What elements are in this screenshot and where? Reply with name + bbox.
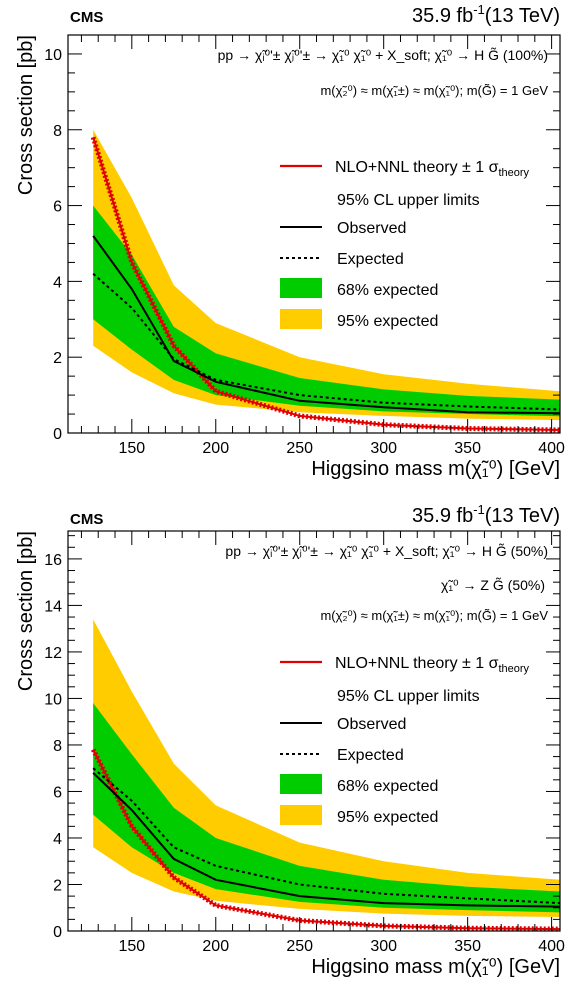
legend-95-swatch — [280, 805, 322, 825]
y-tick-label: 16 — [44, 552, 62, 569]
y-tick-label: 8 — [53, 738, 62, 755]
x-tick-label: 400 — [538, 938, 565, 955]
y-axis-title-top: Cross section [pb] — [15, 35, 37, 195]
legend-68-swatch — [280, 774, 322, 794]
plot-frame-top — [67, 34, 561, 434]
lines-top — [90, 136, 561, 433]
legend-top: NLO+NNL theory ± 1 σtheory 95% CL upper … — [280, 159, 530, 330]
y-tick-label: 2 — [53, 350, 62, 367]
mass-label-top: m(χ̃₂⁰) ≈ m(χ̃₁±) ≈ m(χ̃₁⁰); m(G̃) = 1 G… — [320, 83, 548, 98]
legend-observed-label: Observed — [337, 220, 406, 237]
x-tick-label: 350 — [454, 938, 481, 955]
legend-expected-label: Expected — [337, 747, 404, 764]
y-tick-label: 4 — [53, 274, 62, 291]
legend-header: 95% CL upper limits — [337, 688, 480, 705]
legend-68-swatch — [280, 278, 322, 298]
legend-bottom: NLO+NNL theory ± 1 σtheory 95% CL upper … — [280, 655, 530, 826]
y-tick-label: 0 — [53, 924, 62, 941]
y-tick-label: 6 — [53, 199, 62, 216]
x-axis-title-bottom: Higgsino mass m(χ̃₁⁰) [GeV] — [311, 956, 560, 978]
panel-bottom: 150 200 250 300 350 400 0 2 4 6 8 10 12 14 16 CMS 35.9… — [15, 502, 565, 978]
process-label-bottom: pp → χ̃ᵢ⁰'± χ̃ⱼ⁰'± → χ̃₁⁰ χ̃₁⁰ + X_soft;… — [225, 543, 548, 559]
bands-bottom — [93, 619, 560, 917]
bands-top — [93, 129, 560, 421]
y-tick-label: 0 — [53, 426, 62, 443]
y-tick-label: 14 — [44, 598, 62, 615]
y-tick-label: 8 — [53, 123, 62, 140]
x-tick-label: 250 — [286, 440, 313, 457]
legend-95-swatch — [280, 309, 322, 329]
axes-top: 150 200 250 300 350 400 0 2 4 6 8 10 — [44, 34, 565, 457]
y-tick-label: 2 — [53, 877, 62, 894]
y-tick-label: 10 — [44, 691, 62, 708]
legend-expected-label: Expected — [337, 251, 404, 268]
y-tick-label: 10 — [44, 47, 62, 64]
y-tick-label: 4 — [53, 831, 62, 848]
lines-bottom — [90, 748, 561, 932]
band-68-expected — [93, 703, 560, 913]
x-tick-label: 250 — [286, 938, 313, 955]
cms-label-top: CMS — [70, 9, 103, 26]
expected-line — [92, 767, 561, 905]
x-tick-label: 150 — [118, 440, 145, 457]
theory-line — [92, 137, 561, 431]
mass-label-bottom: m(χ̃₂⁰) ≈ m(χ̃₁±) ≈ m(χ̃₁⁰); m(G̃) = 1 G… — [320, 608, 548, 623]
legend-68-label: 68% expected — [337, 778, 438, 795]
x-tick-label: 200 — [202, 938, 229, 955]
legend-theory-label: NLO+NNL theory ± 1 σtheory — [335, 655, 530, 675]
x-tick-label: 300 — [370, 938, 397, 955]
x-tick-label: 400 — [538, 440, 565, 457]
band-95-expected — [93, 129, 560, 421]
x-axis-title-top: Higgsino mass m(χ̃₁⁰) [GeV] — [311, 458, 560, 480]
plot-frame-bottom — [67, 530, 561, 932]
lumi-label-top: 35.9 fb-1(13 TeV) — [412, 2, 560, 27]
process-label-top: pp → χ̃ᵢ⁰'± χ̃ⱼ⁰'± → χ̃₁⁰ χ̃₁⁰ + X_soft;… — [218, 47, 548, 63]
expected-line — [92, 273, 561, 411]
theory-line — [92, 749, 561, 931]
y-tick-label: 6 — [53, 784, 62, 801]
y-axis-title-bottom: Cross section [pb] — [15, 531, 37, 691]
cms-label-bottom: CMS — [70, 511, 103, 528]
lumi-label-bottom: 35.9 fb-1(13 TeV) — [412, 502, 560, 527]
process-label2-bottom: χ̃₁⁰ → Z G̃ (50%) — [441, 577, 545, 593]
x-tick-label: 200 — [202, 440, 229, 457]
x-tick-label: 300 — [370, 440, 397, 457]
legend-68-label: 68% expected — [337, 282, 438, 299]
axes-bottom: 150 200 250 300 350 400 0 2 4 6 8 10 12 14 16 — [44, 531, 565, 955]
panel-top: 150 200 250 300 350 400 0 2 4 6 8 10 CMS 35.9 fb-1(… — [15, 2, 565, 480]
legend-95-label: 95% expected — [337, 313, 438, 330]
x-tick-label: 350 — [454, 440, 481, 457]
y-tick-label: 12 — [44, 645, 62, 662]
x-tick-label: 150 — [118, 938, 145, 955]
observed-line — [92, 772, 561, 908]
observed-line — [92, 235, 561, 415]
legend-95-label: 95% expected — [337, 809, 438, 826]
legend-theory-label: NLO+NNL theory ± 1 σtheory — [335, 159, 530, 179]
legend-header: 95% CL upper limits — [337, 192, 480, 209]
legend-observed-label: Observed — [337, 716, 406, 733]
band-68-expected — [93, 205, 560, 417]
